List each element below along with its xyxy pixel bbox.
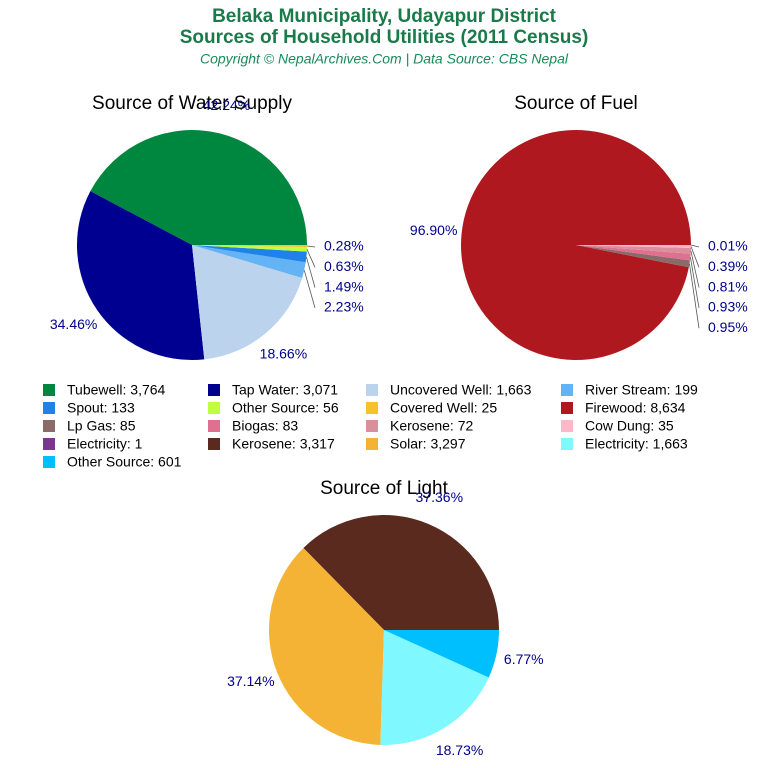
- legend-swatch: [43, 438, 55, 450]
- legend-swatch: [366, 420, 378, 432]
- legend-label: Electricity: 1,663: [585, 436, 688, 452]
- legend-label: Tap Water: 3,071: [232, 382, 338, 398]
- value-label: 0.95%: [708, 319, 748, 335]
- value-label: 18.66%: [260, 346, 307, 362]
- legend-swatch: [561, 402, 573, 414]
- leader-line: [306, 245, 316, 248]
- legend-label: River Stream: 199: [585, 382, 698, 398]
- chart-subtitle: Copyright © NepalArchives.Com | Data Sou…: [200, 51, 569, 67]
- pie-slice: [460, 129, 691, 360]
- pie-slice: [192, 245, 306, 278]
- pie-title: Source of Water Supply: [92, 93, 292, 114]
- pie-slice: [576, 245, 691, 261]
- pie-slice: [380, 630, 489, 745]
- pie-title: Source of Light: [320, 478, 449, 499]
- value-label: 1.49%: [324, 278, 364, 294]
- pie-slice: [576, 245, 690, 268]
- pie-slice: [192, 245, 303, 360]
- value-label: 0.01%: [708, 238, 748, 254]
- pie-slice: [576, 245, 691, 254]
- legend-label: Spout: 133: [67, 400, 135, 416]
- leader-line: [690, 246, 700, 268]
- pie-slice: [192, 245, 307, 252]
- legend-swatch: [208, 438, 220, 450]
- legend-label: Other Source: 56: [232, 400, 339, 416]
- value-label: 34.46%: [50, 316, 97, 332]
- legend-label: Tubewell: 3,764: [67, 382, 166, 398]
- chart-title: Sources of Household Utilities (2011 Cen…: [180, 27, 589, 48]
- legend-label: Lp Gas: 85: [67, 418, 136, 434]
- pie-slice: [384, 630, 499, 678]
- legend-label: Cow Dung: 35: [585, 418, 674, 434]
- pie-slice: [90, 130, 307, 245]
- pie-slice: [576, 245, 691, 248]
- legend-swatch: [561, 438, 573, 450]
- value-label: 0.28%: [324, 238, 364, 254]
- legend-label: Solar: 3,297: [390, 436, 466, 452]
- value-label: 37.14%: [227, 673, 274, 689]
- legend-label: Uncovered Well: 1,663: [390, 382, 532, 398]
- legend-swatch: [366, 384, 378, 396]
- pie-slice: [192, 245, 307, 263]
- legend-swatch: [208, 384, 220, 396]
- value-label: 0.93%: [708, 299, 748, 315]
- legend-swatch: [43, 402, 55, 414]
- leader-line: [305, 256, 316, 288]
- legend-label: Biogas: 83: [232, 418, 298, 434]
- value-label: 0.81%: [708, 278, 748, 294]
- legend-swatch: [43, 420, 55, 432]
- value-label: 2.23%: [324, 299, 364, 315]
- pie-slice: [303, 514, 499, 630]
- pie-slice: [192, 245, 307, 248]
- pie-slice: [77, 191, 205, 360]
- legend-label: Firewood: 8,634: [585, 400, 686, 416]
- chart-title: Belaka Municipality, Udayapur District: [212, 6, 557, 27]
- legend-label: Kerosene: 72: [390, 418, 473, 434]
- legend-swatch: [43, 456, 55, 468]
- value-label: 0.63%: [324, 258, 364, 274]
- leader-line: [306, 249, 316, 268]
- value-label: 0.39%: [708, 258, 748, 274]
- legend-label: Kerosene: 3,317: [232, 436, 335, 452]
- legend-swatch: [208, 402, 220, 414]
- legend-label: Electricity: 1: [67, 436, 143, 452]
- value-label: 18.73%: [436, 742, 483, 758]
- legend-swatch: [43, 384, 55, 396]
- legend-swatch: [366, 402, 378, 414]
- leader-line: [690, 250, 700, 288]
- pie-slice: [269, 547, 384, 745]
- legend-swatch: [561, 420, 573, 432]
- value-label: 6.77%: [504, 651, 544, 667]
- legend-swatch: [208, 420, 220, 432]
- legend-label: Covered Well: 25: [390, 400, 497, 416]
- legend-label: Other Source: 601: [67, 454, 182, 470]
- leader-line: [303, 270, 316, 309]
- leader-line: [689, 257, 700, 308]
- legend-swatch: [366, 438, 378, 450]
- value-label: 96.90%: [410, 222, 457, 238]
- value-label: 42.24%: [203, 97, 250, 113]
- pie-title: Source of Fuel: [514, 93, 638, 114]
- leader-line: [689, 263, 700, 329]
- legend-swatch: [561, 384, 573, 396]
- value-label: 37.36%: [416, 489, 463, 505]
- leader-line: [690, 244, 700, 248]
